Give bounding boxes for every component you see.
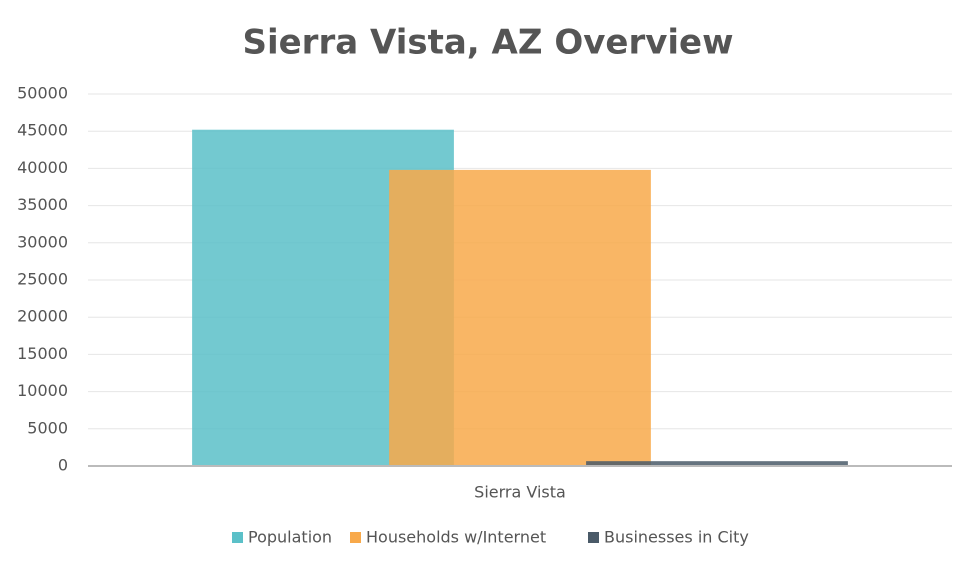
x-tick-label: Sierra Vista [474,483,566,502]
y-tick-label: 20000 [17,307,68,326]
legend-label: Businesses in City [604,528,749,547]
chart-title: Sierra Vista, AZ Overview [242,23,733,63]
y-tick-label: 40000 [17,158,68,177]
y-tick-label: 35000 [17,195,68,214]
y-tick-label: 5000 [27,418,68,437]
legend-swatch [350,532,361,543]
legend-label: Population [248,528,332,547]
y-tick-label: 15000 [17,344,68,363]
y-tick-label: 0 [58,456,68,475]
legend-swatch [232,532,243,543]
legend-label: Households w/Internet [366,528,546,547]
y-tick-label: 30000 [17,232,68,251]
y-tick-label: 50000 [17,84,68,103]
y-tick-label: 25000 [17,270,68,289]
legend-swatch [588,532,599,543]
y-tick-label: 10000 [17,381,68,400]
bar [586,461,848,466]
bar [389,169,651,466]
y-tick-label: 45000 [17,121,68,140]
